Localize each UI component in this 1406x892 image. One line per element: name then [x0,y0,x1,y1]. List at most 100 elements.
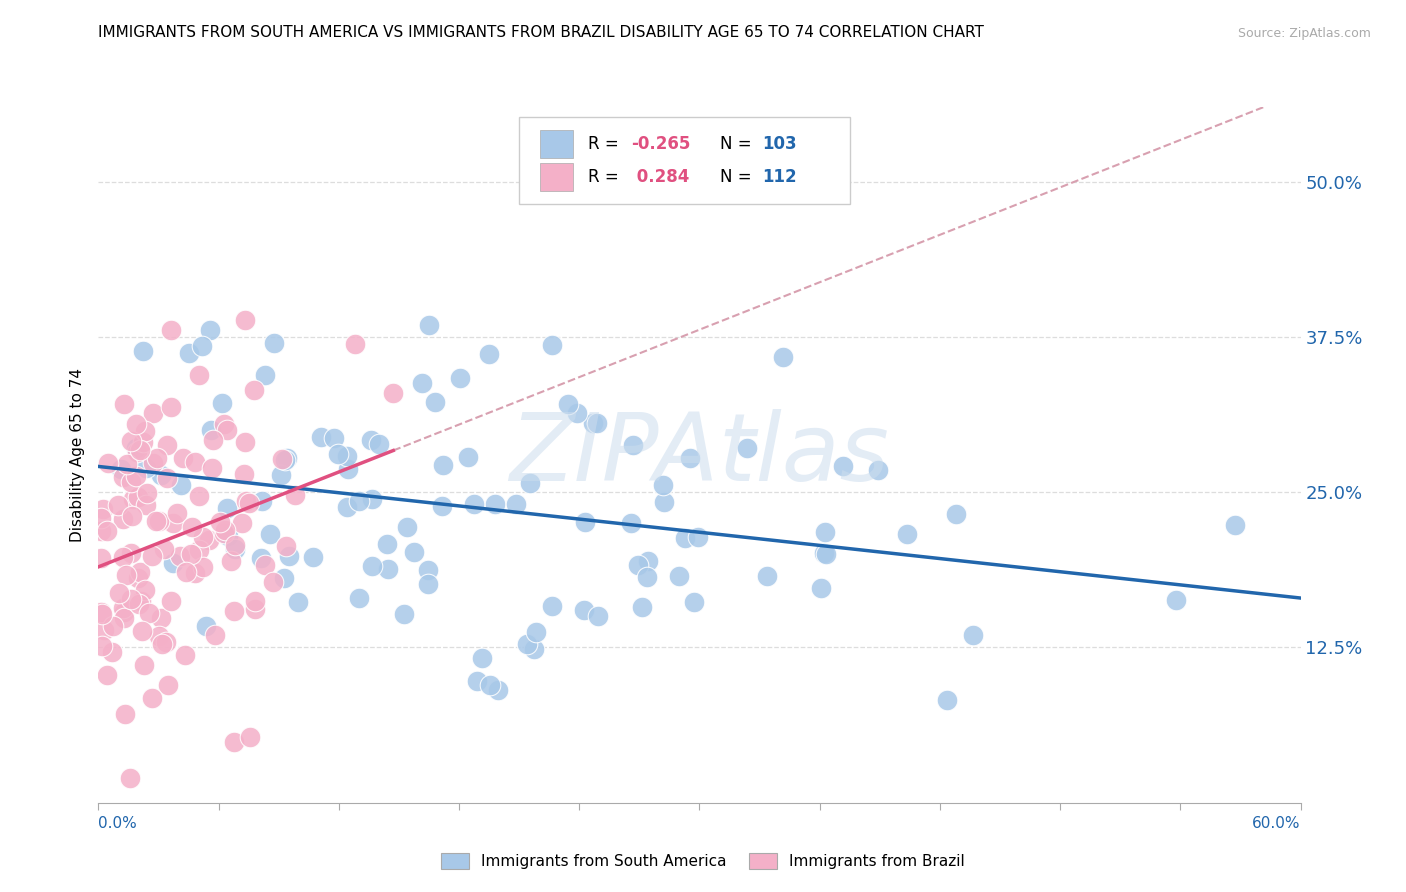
Point [586,609,609,624]
Point [239,731,262,745]
Point [683,595,706,609]
Text: 103: 103 [762,135,797,153]
Point [235,494,257,508]
Point [224,538,246,552]
FancyBboxPatch shape [540,130,574,158]
Point [449,371,471,385]
Point [128,598,150,612]
Point [252,493,274,508]
FancyBboxPatch shape [519,118,849,204]
Point [111,512,134,526]
Text: N =: N = [720,135,756,153]
Point [160,322,183,336]
Point [124,417,146,431]
Point [486,683,509,698]
Point [120,475,142,490]
Point [627,558,650,573]
Point [125,469,148,483]
Point [425,395,447,409]
Point [382,385,405,400]
Point [90,639,112,653]
Point [120,592,142,607]
Point [540,337,562,351]
Point [180,547,202,561]
Point [360,433,382,447]
Point [177,346,200,360]
Point [270,452,292,467]
Point [90,551,112,566]
Point [572,603,595,617]
Point [141,549,163,563]
Point [211,396,233,410]
Point [111,470,134,484]
Point [200,423,222,437]
Point [336,449,359,463]
Point [368,437,391,451]
Point [631,600,654,615]
Point [184,566,207,580]
Point [411,376,433,390]
Legend: Immigrants from South America, Immigrants from Brazil: Immigrants from South America, Immigrant… [434,847,972,875]
Point [323,432,346,446]
Text: 112: 112 [762,168,797,186]
Point [516,637,538,651]
Point [111,601,134,615]
Point [112,397,135,411]
Point [134,425,156,439]
Point [524,624,547,639]
Point [620,516,643,531]
Point [90,605,112,619]
Point [274,453,297,467]
Point [343,337,366,351]
Point [813,546,835,560]
Point [184,455,207,469]
Point [276,450,298,465]
Point [636,570,658,584]
Point [201,434,224,448]
Point [156,438,179,452]
Point [361,491,384,506]
Point [471,651,494,665]
Point [233,435,256,450]
Point [217,529,239,543]
Point [360,559,382,574]
Point [686,530,709,544]
Point [90,524,112,538]
Text: IMMIGRANTS FROM SOUTH AMERICA VS IMMIGRANTS FROM BRAZIL DISABILITY AGE 65 TO 74 : IMMIGRANTS FROM SOUTH AMERICA VS IMMIGRA… [98,25,984,40]
Point [302,550,325,565]
Point [755,569,778,583]
Point [90,511,112,525]
Point [668,569,690,583]
Point [814,547,837,561]
Point [156,678,179,692]
Point [91,502,114,516]
Point [222,604,245,618]
Point [219,553,242,567]
Point [416,577,439,591]
Point [262,575,284,590]
Point [1164,593,1187,607]
Point [128,565,150,579]
Point [270,468,292,483]
Point [162,556,184,570]
Point [128,443,150,458]
Point [97,456,120,470]
Point [204,628,226,642]
Point [479,678,502,692]
Point [193,530,215,544]
Point [245,602,267,616]
Point [111,549,134,564]
Point [1223,517,1246,532]
Point [212,526,235,541]
Point [253,368,276,383]
Point [132,657,155,672]
Point [637,553,659,567]
Point [200,461,222,475]
Point [523,642,546,657]
Point [169,549,191,563]
Point [114,706,136,721]
Point [166,506,188,520]
Point [245,594,267,608]
Point [135,460,157,475]
Text: -0.265: -0.265 [631,135,690,153]
